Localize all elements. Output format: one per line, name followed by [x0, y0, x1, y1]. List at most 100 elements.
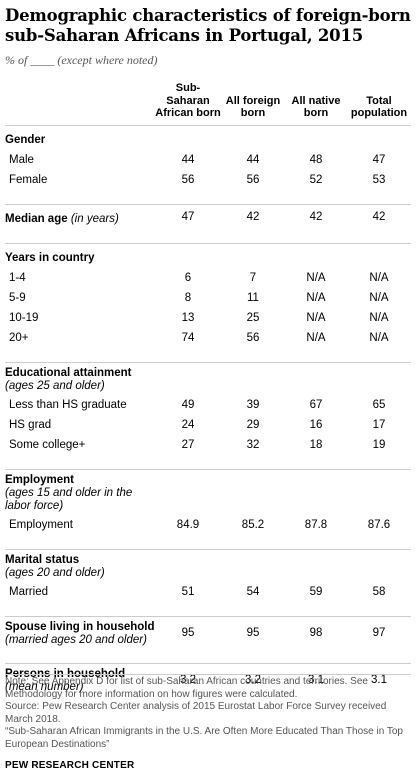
- table-cell: 42: [285, 203, 347, 229]
- table-cell: 87.8: [304, 518, 328, 531]
- table-cell: 13: [181, 311, 195, 324]
- table-cell: 87.6: [367, 518, 391, 531]
- table-cell: N/A: [369, 291, 389, 304]
- table-row: 1-4 6 7 N/A N/A: [5, 268, 411, 288]
- chart-subtitle: % of ____ (except where noted): [5, 53, 158, 67]
- table-cell: N/A: [306, 331, 326, 344]
- chart-title: Demographic characteristics of foreign-b…: [5, 6, 411, 45]
- row-label: Some college+: [9, 438, 86, 451]
- row-label: Male: [9, 153, 34, 166]
- table-cell: 25: [246, 311, 260, 324]
- section-qualifier: (ages 15 and older in the labor force): [5, 486, 133, 512]
- table-body: Gender Male 44 44 48 47 Female 56 56 52 53 Median a…: [5, 124, 411, 696]
- section-row: Persons in household (mean number) 3.2 3.2 3…: [5, 662, 411, 696]
- column-header: Total population: [350, 94, 408, 120]
- section-label-cell: Years in country: [5, 242, 155, 268]
- table-cell: 56: [246, 331, 260, 344]
- table-row: 5-9 8 11 N/A N/A: [5, 288, 411, 308]
- table-cell: 47: [155, 203, 221, 229]
- table-cell: 44: [181, 153, 195, 166]
- table-cell: 3.1: [285, 662, 347, 696]
- table-cell: N/A: [369, 311, 389, 324]
- row-label: 20+: [9, 331, 29, 344]
- section-label-cell: Marital status (ages 20 and older): [5, 548, 155, 582]
- table-cell: 98: [285, 615, 347, 649]
- table-cell: 95: [155, 615, 221, 649]
- column-header: All native born: [291, 94, 341, 120]
- source-text: Source: Pew Research Center analysis of …: [5, 701, 387, 725]
- section-qualifier: (married ages 20 and older): [5, 633, 147, 646]
- data-table: Sub-Saharan African born All foreign bor…: [5, 82, 411, 696]
- brand-label: PEW RESEARCH CENTER: [5, 760, 135, 771]
- header-spacer: [5, 82, 155, 125]
- table-cell: 74: [181, 331, 195, 344]
- column-header: All foreign born: [225, 94, 281, 120]
- table-cell: 85.2: [241, 518, 265, 531]
- section-qualifier: (in years): [70, 212, 119, 225]
- table-row: Some college+ 27 32 18 19: [5, 435, 411, 455]
- table-cell: 53: [372, 173, 386, 186]
- section-label-cell: Persons in household (mean number): [5, 662, 155, 696]
- section-label-cell: Educational attainment (ages 25 and older…: [5, 361, 155, 395]
- table-cell: N/A: [306, 291, 326, 304]
- section-row: Years in country: [5, 242, 411, 268]
- section-label: Spouse living in household: [5, 620, 155, 633]
- table-cell: 18: [309, 438, 323, 451]
- table-cell: 8: [184, 291, 192, 304]
- column-header: Sub-Saharan African born: [155, 82, 221, 119]
- table-cell: 48: [309, 153, 323, 166]
- table-cell: 32: [246, 438, 260, 451]
- table-cell: 29: [246, 418, 260, 431]
- table-cell: 52: [309, 173, 323, 186]
- table-cell: N/A: [369, 331, 389, 344]
- table-row: Married 51 54 59 58: [5, 582, 411, 602]
- row-label: Less than HS graduate: [9, 398, 127, 411]
- table-cell: 42: [221, 203, 285, 229]
- table-row: Less than HS graduate 49 39 67 65: [5, 395, 411, 415]
- section-label: Median age: [5, 212, 68, 225]
- section-label: Educational attainment: [5, 366, 132, 379]
- table-cell: 54: [246, 585, 260, 598]
- table-cell: 56: [246, 173, 260, 186]
- section-qualifier: (ages 20 and older): [5, 566, 105, 579]
- notes-block: Note: See Appendix D for list of sub-Sah…: [5, 674, 411, 751]
- table-cell: 42: [347, 203, 411, 229]
- row-label: 1-4: [9, 271, 26, 284]
- table-cell: 6: [184, 271, 192, 284]
- table-cell: 11: [247, 291, 259, 304]
- table-cell: 3.1: [347, 662, 411, 696]
- report-title: “Sub-Saharan African Immigrants in the U…: [5, 726, 403, 750]
- table-cell: N/A: [306, 271, 326, 284]
- section-label-cell: Gender: [5, 124, 155, 150]
- table-cell: 27: [181, 438, 195, 451]
- section-row: Marital status (ages 20 and older): [5, 548, 411, 582]
- row-label: Married: [9, 585, 48, 598]
- section-label-cell: Employment (ages 15 and older in the labo…: [5, 468, 155, 515]
- section-row: Spouse living in household (married ages …: [5, 615, 411, 649]
- table-cell: 56: [181, 173, 195, 186]
- table-cell: 24: [181, 418, 195, 431]
- table-row: Female 56 56 52 53: [5, 170, 411, 190]
- table-cell: 17: [372, 418, 386, 431]
- section-label: Gender: [5, 133, 46, 146]
- table-cell: 44: [246, 153, 260, 166]
- row-label: Employment: [9, 518, 73, 531]
- row-label: HS grad: [9, 418, 52, 431]
- table-cell: N/A: [369, 271, 389, 284]
- table-cell: 19: [372, 438, 386, 451]
- section-label: Years in country: [5, 251, 95, 264]
- table-row: HS grad 24 29 16 17: [5, 415, 411, 435]
- table-row: Employment 84.9 85.2 87.8 87.6: [5, 515, 411, 535]
- section-qualifier: (ages 25 and older): [5, 379, 105, 392]
- table-row: 10-19 13 25 N/A N/A: [5, 308, 411, 328]
- table-cell: 95: [221, 615, 285, 649]
- table-cell: 97: [347, 615, 411, 649]
- section-label: Persons in household: [5, 667, 126, 680]
- table-cell: N/A: [306, 311, 326, 324]
- table-cell: 65: [372, 398, 386, 411]
- section-row: Employment (ages 15 and older in the labo…: [5, 468, 411, 515]
- table-cell: 7: [249, 271, 257, 284]
- row-label: 5-9: [9, 291, 26, 304]
- section-row: Educational attainment (ages 25 and older…: [5, 361, 411, 395]
- section-row: Median age (in years) 47 42 42 42: [5, 203, 411, 229]
